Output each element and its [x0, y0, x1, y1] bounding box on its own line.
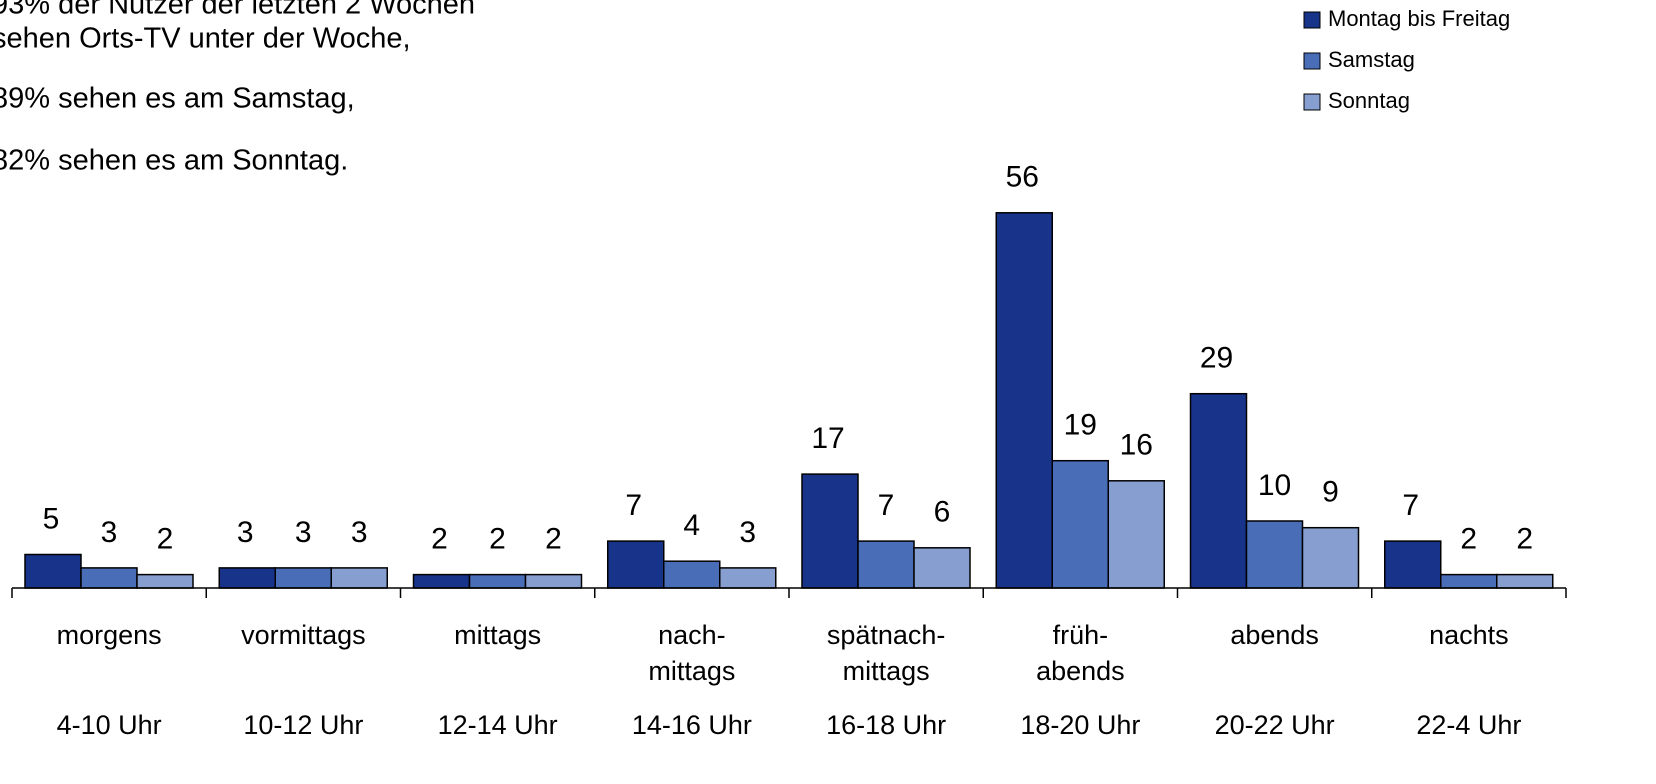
- time-range-label: 18-20 Uhr: [1020, 710, 1140, 740]
- time-range-label: 16-18 Uhr: [826, 710, 946, 740]
- annotation: 82% sehen es am Sonntag.: [0, 145, 348, 177]
- bar: [913, 547, 971, 589]
- bar: [1051, 459, 1109, 589]
- legend-swatch: [1303, 93, 1321, 111]
- data-label: 3: [237, 516, 254, 549]
- x-tick-label: spätnach-: [827, 620, 946, 650]
- bar: [80, 567, 138, 589]
- x-tick-label: mittags: [843, 656, 930, 686]
- legend-label: Samstag: [1328, 47, 1415, 72]
- bar: [1245, 520, 1304, 589]
- bar: [330, 567, 388, 589]
- bar: [274, 567, 332, 589]
- data-label: 19: [1064, 409, 1097, 442]
- bar: [1496, 573, 1554, 589]
- legend-label: Montag bis Freitag: [1328, 6, 1510, 31]
- x-tick-label: nachts: [1429, 620, 1509, 650]
- legend-swatch: [1303, 11, 1321, 29]
- data-label: 3: [101, 516, 118, 549]
- x-tick-label: mittags: [648, 656, 735, 686]
- x-tick-label: vormittags: [241, 620, 366, 650]
- data-label: 4: [683, 509, 700, 542]
- data-label: 3: [295, 516, 312, 549]
- bar: [218, 567, 276, 589]
- bar: [801, 473, 859, 589]
- data-label: 7: [625, 489, 642, 522]
- x-tick-label: mittags: [454, 620, 541, 650]
- legend-swatch: [1303, 52, 1321, 70]
- bar: [468, 573, 527, 589]
- bar: [857, 540, 915, 589]
- data-label: 7: [878, 489, 895, 522]
- data-label: 5: [43, 502, 60, 535]
- bar: [1384, 540, 1442, 589]
- time-range-label: 4-10 Uhr: [57, 710, 162, 740]
- data-label: 3: [739, 516, 756, 549]
- bar: [663, 560, 721, 589]
- time-range-label: 12-14 Uhr: [438, 710, 558, 740]
- x-tick-label: früh-: [1053, 620, 1109, 650]
- data-label: 29: [1200, 342, 1233, 375]
- x-tick-label: abends: [1036, 656, 1125, 686]
- bar: [1301, 526, 1360, 589]
- data-label: 2: [489, 523, 506, 556]
- time-range-label: 14-16 Uhr: [632, 710, 752, 740]
- data-label: 9: [1322, 476, 1339, 509]
- data-label: 3: [351, 516, 368, 549]
- bar: [1440, 573, 1498, 589]
- data-label: 7: [1402, 489, 1419, 522]
- x-tick-label: morgens: [57, 620, 162, 650]
- data-label: 17: [811, 422, 844, 455]
- data-label: 2: [1460, 523, 1477, 556]
- data-label: 2: [431, 523, 448, 556]
- bar: [524, 573, 583, 589]
- bar: [136, 573, 194, 589]
- data-label: 6: [934, 496, 951, 529]
- x-tick-label: nach-: [658, 620, 726, 650]
- time-range-label: 22-4 Uhr: [1416, 710, 1521, 740]
- bar: [412, 573, 471, 589]
- legend-label: Sonntag: [1328, 88, 1410, 113]
- annotation: 89% sehen es am Samstag,: [0, 83, 355, 115]
- data-label: 2: [157, 523, 174, 556]
- data-label: 10: [1258, 469, 1291, 502]
- data-label: 16: [1120, 429, 1153, 462]
- data-label: 2: [545, 523, 562, 556]
- bar: [1189, 392, 1248, 589]
- x-tick-label: abends: [1230, 620, 1319, 650]
- bar: [24, 553, 82, 589]
- annotation: 93% der Nutzer der letzten 2 Wochen: [0, 0, 475, 21]
- bar: [719, 567, 777, 589]
- bar: [995, 212, 1053, 589]
- data-label: 2: [1516, 523, 1533, 556]
- annotation: sehen Orts-TV unter der Woche,: [0, 23, 411, 55]
- time-range-label: 20-22 Uhr: [1215, 710, 1335, 740]
- time-range-label: 10-12 Uhr: [243, 710, 363, 740]
- data-label: 56: [1006, 161, 1039, 194]
- bar: [1107, 480, 1165, 589]
- bar: [607, 540, 665, 589]
